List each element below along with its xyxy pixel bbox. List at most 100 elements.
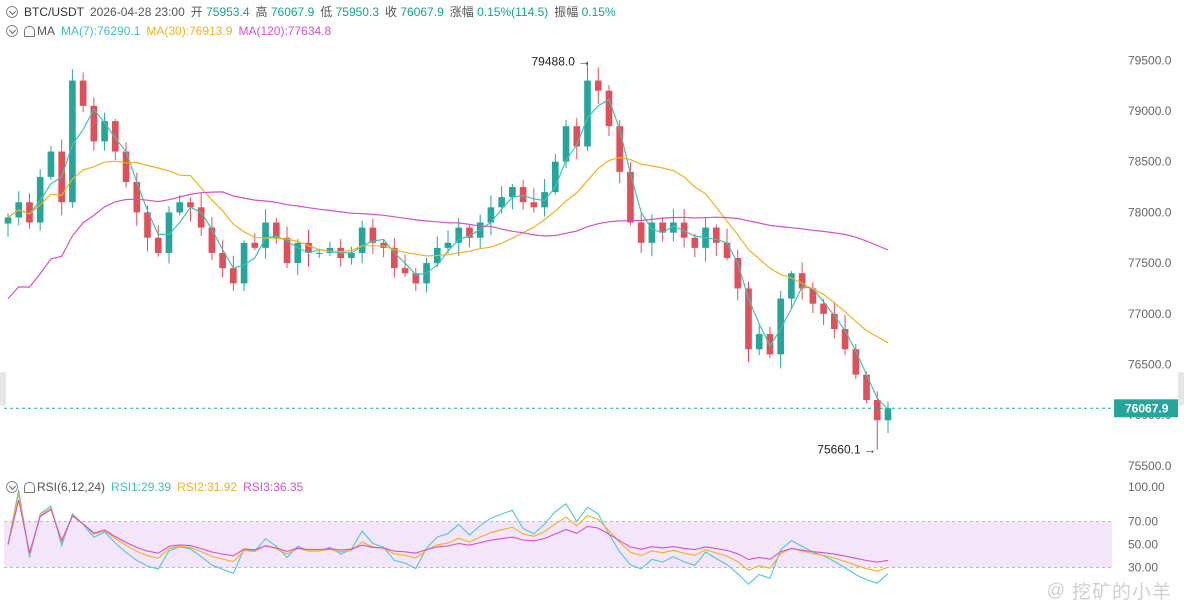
candle-body <box>208 227 216 253</box>
candle-body <box>455 227 463 243</box>
last-price-tag <box>1114 399 1178 418</box>
high-value: 76067.9 <box>270 5 315 19</box>
ma30-value: MA(30):76913.9 <box>146 24 233 38</box>
candle-body <box>26 202 33 223</box>
candle-body <box>187 202 194 208</box>
candle-body <box>144 212 151 238</box>
candle-body <box>798 273 806 289</box>
candle-body <box>637 222 645 243</box>
open-value: 75953.4 <box>206 5 250 19</box>
ma7-value: MA(7):76290.1 <box>61 24 141 38</box>
price-tick-label: 76500.0 <box>1128 357 1172 371</box>
candle-body <box>466 227 473 238</box>
candle-body <box>852 349 860 375</box>
rsi-tick-label: 30.00 <box>1128 561 1158 575</box>
low-annotation: 75660.1 → <box>817 443 876 457</box>
pair-label: BTC/USDT <box>24 5 84 19</box>
price-tick-label: 77000.0 <box>1128 307 1172 321</box>
candle-body <box>745 288 752 350</box>
candle-body <box>873 399 881 421</box>
open-label: 开 <box>190 5 203 19</box>
candle-body <box>809 288 817 304</box>
ma7-line <box>7 98 889 410</box>
rsi2-line <box>7 493 889 572</box>
candle-body <box>305 242 312 253</box>
rsi-tick-label: 70.00 <box>1128 515 1158 529</box>
candle-body <box>831 313 838 329</box>
rsi-collapse-chevron-icon[interactable] <box>6 481 18 493</box>
candle-body <box>562 126 570 162</box>
candle-body <box>79 80 87 106</box>
left-scroll-handle[interactable] <box>0 372 6 406</box>
ma30-line <box>7 156 889 344</box>
candle-body <box>165 212 173 253</box>
candle-body <box>648 222 656 243</box>
candle-body <box>659 222 666 233</box>
ma-legend: MA MA(7):76290.1 MA(30):76913.9 MA(120):… <box>6 24 331 38</box>
candle-body <box>315 252 323 254</box>
ohlc-header: BTC/USDT 2026-04-28 23:00 开 75953.4 高 76… <box>6 5 616 19</box>
rsi3-value: RSI3:36.35 <box>243 480 304 494</box>
candle-body <box>487 207 495 223</box>
amplitude-value: 0.15% <box>581 5 616 19</box>
price-tick-label: 77500.0 <box>1128 256 1172 270</box>
candle-body <box>594 80 602 91</box>
price-tick-label: 79000.0 <box>1128 104 1172 118</box>
candle-body <box>712 227 720 243</box>
price-tick-label: 79500.0 <box>1128 53 1172 67</box>
watermark-text: 挖矿的小羊 <box>1071 582 1172 603</box>
candle-body <box>69 80 76 203</box>
watermark-at-icon: @ <box>1046 580 1066 600</box>
candle-body <box>734 258 742 289</box>
candle-body <box>627 171 634 223</box>
candle-body <box>498 197 505 208</box>
candle-body <box>176 202 184 213</box>
candle-body <box>122 151 130 182</box>
candle-body <box>884 408 892 421</box>
candle-body <box>369 227 377 243</box>
high-label: 高 <box>255 5 268 19</box>
candle-body <box>551 161 559 193</box>
candle-datetime: 2026-04-28 23:00 <box>90 5 185 19</box>
candle-body <box>4 217 12 224</box>
rsi-alert-bell-icon[interactable] <box>24 481 35 493</box>
rsi1-line <box>7 489 889 586</box>
rsi-tick-label: 100.00 <box>1128 480 1165 494</box>
candle-body <box>401 268 409 274</box>
close-label: 收 <box>385 5 398 19</box>
candle-body <box>584 80 591 147</box>
rsi3-line <box>7 499 889 563</box>
candle-body <box>90 105 98 142</box>
candle-body <box>391 247 398 269</box>
price-tick-label: 78500.0 <box>1128 155 1172 169</box>
rsi1-value: RSI1:29.39 <box>111 480 172 494</box>
candle-body <box>616 126 624 172</box>
candle-body <box>670 222 677 233</box>
candle-body <box>777 298 785 355</box>
ma120-value: MA(120):77634.8 <box>238 24 332 38</box>
close-value: 76067.9 <box>400 5 444 19</box>
candle-body <box>111 121 119 152</box>
candle-body <box>755 334 763 350</box>
candle-body <box>197 207 205 228</box>
candle-body <box>412 273 420 284</box>
candle-body <box>326 247 334 253</box>
ma-alert-bell-icon[interactable] <box>24 25 35 37</box>
candle-body <box>101 121 108 142</box>
candle-body <box>476 222 484 238</box>
ma-collapse-chevron-icon[interactable] <box>6 25 18 37</box>
change-label: 涨幅 <box>449 5 474 19</box>
low-value: 75950.3 <box>335 5 379 19</box>
candle-body <box>863 374 870 400</box>
candle-body <box>272 222 280 238</box>
rsi-band <box>4 521 1112 568</box>
candle-body <box>348 252 355 259</box>
right-scroll-handle[interactable] <box>1178 372 1184 406</box>
high-annotation: 79488.0 → <box>532 54 591 68</box>
ma120-line <box>7 191 889 300</box>
collapse-chevron-icon[interactable] <box>6 6 18 18</box>
candle-body <box>251 242 259 248</box>
rsi-label: RSI(6,12,24) <box>37 480 106 494</box>
price-tick-label: 78000.0 <box>1128 205 1172 219</box>
